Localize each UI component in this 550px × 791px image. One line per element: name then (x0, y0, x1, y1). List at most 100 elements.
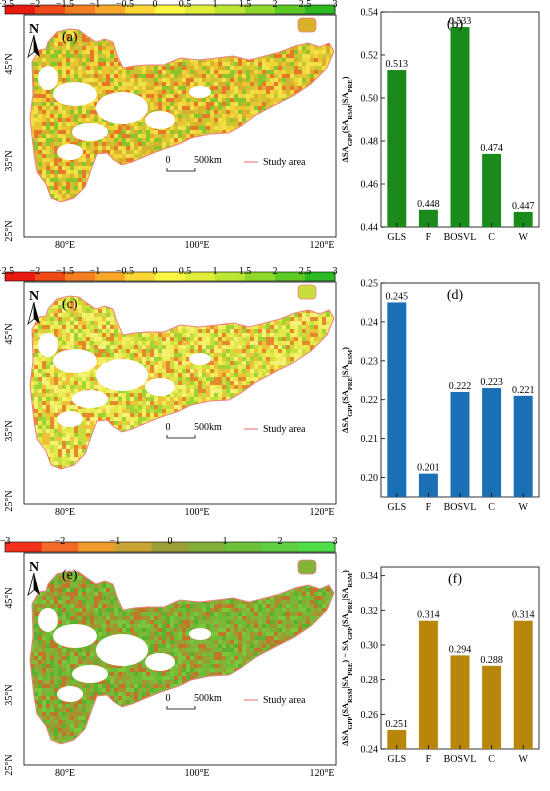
y-tick-label: 0.46 (361, 180, 379, 191)
colorbar-tick-label: −2 (55, 536, 66, 547)
panel-label: (f) (448, 572, 462, 587)
bar-value-label: 0.314 (417, 610, 440, 621)
colorbar-swatch (35, 5, 66, 14)
x-tick-label: W (518, 754, 528, 765)
colorbar-tick-label: −2.5 (0, 266, 14, 277)
colorbar-frame (4, 271, 336, 282)
bar (450, 391, 470, 497)
y-tick-label: 0.25 (361, 279, 379, 290)
lat-tick-label: 35°N (4, 150, 15, 171)
bar-value-label: 0.447 (512, 201, 535, 212)
north-label: N (29, 22, 39, 37)
x-tick-label: GLS (387, 754, 406, 765)
lon-tick-label: 80°E (55, 507, 75, 518)
scale-bar: 0 500km (166, 422, 222, 439)
x-tick-label: BOSVL (444, 754, 477, 765)
bar (482, 153, 502, 227)
north-arrow: N (27, 22, 40, 59)
x-tick-label: GLS (387, 502, 406, 513)
colorbar-tick-label: 3 (333, 266, 338, 277)
colorbar-tick-label: 2 (273, 0, 278, 10)
bar (513, 395, 533, 497)
colorbar-frame (4, 541, 336, 553)
colorbar-tick-label: 2.5 (299, 266, 312, 277)
y-tick-label: 0.24 (361, 317, 379, 328)
x-tick-label: C (488, 232, 495, 243)
colorbar-tick-label: −1 (90, 266, 101, 277)
colorbar-swatch (65, 5, 96, 14)
bar-value-label: 0.251 (386, 719, 409, 730)
bar (387, 729, 407, 749)
colorbar: −2.5 −2 −1.5 −1 −0.5 0 0.5 1 1.5 2 2.5 3 (0, 266, 338, 282)
island-patch (297, 284, 317, 300)
colorbar-swatch (115, 542, 153, 552)
colorbar: −3 −2 −1 0 1 2 3 (0, 536, 338, 553)
lat-tick-label: 25°N (4, 220, 15, 241)
bar-value-label: 0.223 (480, 377, 503, 388)
colorbar-swatch (5, 542, 43, 552)
y-axis-label: ΔSAGPP(SARSM|SAPRE) − SAGPP(SAPRE|SARSM) (340, 570, 354, 746)
colorbar-swatch (188, 542, 226, 552)
colorbar-tick-label: 0 (153, 0, 158, 10)
x-tick-label: C (488, 754, 495, 765)
colorbar-swatch (5, 272, 36, 281)
map-panel: −2.5 −2 −1.5 −1 −0.5 0 0.5 1 1.5 2 2.5 3 45°N 35°N 25°… (0, 266, 338, 518)
y-tick-label: 0.48 (361, 137, 379, 148)
y-tick-label: 0.54 (361, 8, 379, 19)
bar-value-label: 0.474 (480, 143, 503, 154)
lon-tick-label: 100°E (184, 507, 209, 518)
lat-tick-label: 45°N (4, 587, 15, 608)
colorbar-swatch (125, 5, 156, 14)
legend: Study area (244, 695, 306, 706)
colorbar-tick-label: 0 (153, 266, 158, 277)
legend-label: Study area (263, 157, 306, 168)
region-outline (29, 570, 335, 745)
north-arrow: N (27, 560, 40, 597)
bar (418, 620, 438, 749)
x-tick-label: BOSVL (444, 502, 477, 513)
island-patch (297, 17, 317, 33)
y-tick-label: 0.21 (361, 434, 379, 445)
colorbar-tick-label: 3 (333, 536, 338, 547)
colorbar-swatch (151, 542, 189, 552)
colorbar-tick-label: −1 (110, 536, 121, 547)
colorbar-swatch (298, 542, 336, 552)
colorbar-tick-label: 0.5 (179, 266, 192, 277)
colorbar-tick-label: 2 (278, 536, 283, 547)
bar-chart: 0.44 0.46 0.48 0.50 0.52 0.54 0.513 GLS 0.448 F 0.… (340, 8, 540, 243)
colorbar-tick-label: −3 (0, 536, 10, 547)
colorbar-swatch (155, 272, 186, 281)
bar (482, 388, 502, 497)
colorbar-tick-label: −2.5 (0, 0, 14, 10)
colorbar-tick-label: 1.5 (239, 266, 252, 277)
bar (418, 473, 438, 497)
colorbar-tick-label: −1.5 (56, 266, 74, 277)
colorbar-tick-label: −2 (30, 266, 41, 277)
lon-tick-label: 120°E (309, 768, 334, 779)
island-patch (297, 559, 317, 575)
region-outline (29, 295, 335, 470)
lon-tick-label: 120°E (309, 240, 334, 251)
colorbar-tick-label: 3 (333, 0, 338, 10)
y-tick-label: 0.26 (361, 710, 379, 721)
colorbar-tick-label: 1 (223, 536, 228, 547)
bar-chart: 0.24 0.26 0.28 0.30 0.32 0.34 0.251 GLS 0.314 F 0.… (340, 566, 540, 765)
panel-label: (d) (447, 288, 464, 303)
colorbar-tick-label: 0.5 (179, 0, 192, 10)
y-axis-label: ΔSAGPP(SARSM|SAPRE) (340, 76, 354, 162)
colorbar-swatch (305, 5, 336, 14)
lon-tick-label: 120°E (309, 507, 334, 518)
lat-tick-label: 35°N (4, 684, 15, 705)
x-tick-label: W (518, 232, 528, 243)
bar-value-label: 0.245 (386, 291, 409, 302)
bar (513, 211, 533, 227)
lat-tick-label: 45°N (4, 53, 15, 74)
bar-value-label: 0.314 (512, 610, 535, 621)
colorbar-frame (4, 4, 336, 15)
bar-value-label: 0.533 (449, 16, 472, 27)
x-tick-label: C (488, 502, 495, 513)
bar (418, 209, 438, 227)
lat-tick-label: 35°N (4, 420, 15, 441)
bar-value-label: 0.294 (449, 644, 472, 655)
